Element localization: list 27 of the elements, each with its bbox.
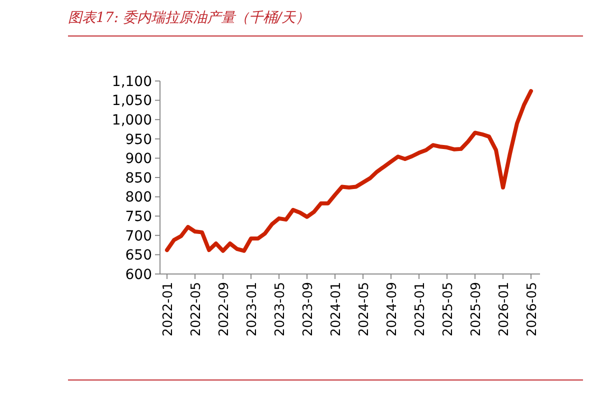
y-tick-label: 1,100 (112, 74, 152, 90)
x-tick-label: 2024-09 (385, 282, 400, 336)
y-tick-label: 800 (125, 190, 152, 206)
y-tick-label: 750 (125, 209, 152, 225)
x-tick-label: 2025-09 (469, 282, 484, 336)
y-tick-label: 1,000 (112, 112, 152, 128)
x-tick-label: 2022-09 (217, 282, 232, 336)
x-tick-label: 2024-05 (357, 282, 372, 336)
y-tick-label: 900 (125, 151, 152, 168)
x-tick-label: 2022-05 (189, 282, 204, 336)
x-tick-label: 2026-01 (497, 282, 512, 336)
x-tick-label: 2023-09 (301, 282, 316, 336)
y-tick-label: 650 (125, 248, 152, 264)
line-series (165, 89, 533, 253)
x-tick-label: 2025-01 (413, 282, 428, 336)
y-tick-label: 600 (125, 266, 152, 283)
x-tick-label: 2023-01 (245, 282, 260, 336)
chart-title: 图表17: 委内瑞拉原油产量（千桶/天） (68, 10, 310, 26)
y-tick-label: 950 (125, 132, 152, 148)
x-tick-label: 2024-01 (329, 282, 344, 336)
y-tick-label: 1,050 (112, 93, 152, 110)
y-tick-label: 850 (125, 170, 152, 186)
x-tick-label: 2022-01 (161, 282, 176, 336)
x-tick-label: 2023-05 (273, 282, 288, 336)
y-tick-label: 700 (125, 228, 152, 244)
x-tick-label: 2025-05 (441, 282, 456, 336)
x-tick-label: 2026-05 (525, 282, 540, 336)
